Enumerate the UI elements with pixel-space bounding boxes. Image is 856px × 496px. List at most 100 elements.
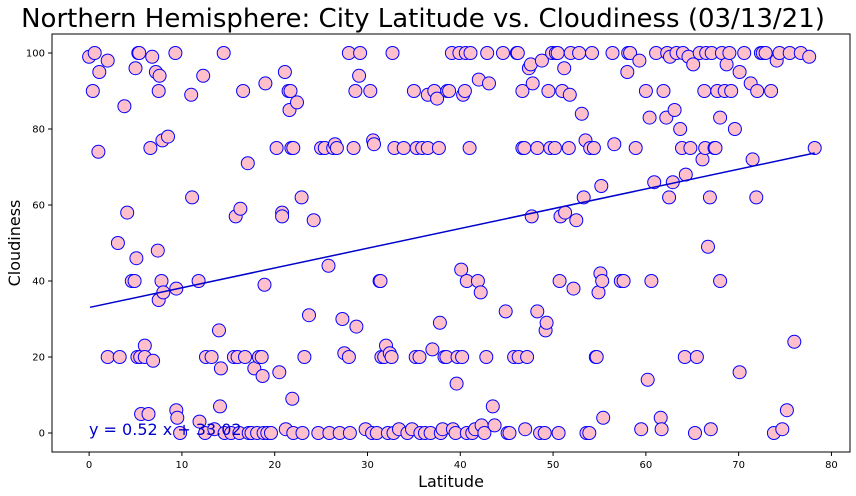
data-point <box>585 46 599 60</box>
data-point <box>173 426 188 440</box>
data-point <box>673 122 688 136</box>
data-point <box>724 84 739 98</box>
data-point <box>352 68 367 83</box>
x-tick-label: 40 <box>454 460 467 471</box>
data-point <box>168 46 183 60</box>
data-point <box>145 49 160 64</box>
data-point <box>449 376 464 391</box>
data-point <box>442 84 457 98</box>
y-tick-label: 40 <box>32 277 45 288</box>
data-point <box>758 46 773 60</box>
data-point <box>586 141 601 155</box>
data-point <box>470 274 485 288</box>
data-point <box>264 426 278 440</box>
data-point <box>463 46 478 60</box>
data-point <box>406 84 421 98</box>
data-point <box>683 141 698 155</box>
data-point <box>454 262 469 277</box>
data-point <box>341 350 356 364</box>
data-point <box>342 426 357 440</box>
data-point <box>727 122 742 136</box>
data-point <box>238 350 252 364</box>
data-point <box>92 65 107 79</box>
y-tick-label: 100 <box>26 49 45 60</box>
data-point <box>306 213 321 228</box>
data-point <box>100 350 115 364</box>
data-point <box>644 274 659 288</box>
data-point <box>297 350 312 364</box>
x-tick-label: 10 <box>176 460 189 471</box>
data-point <box>550 46 565 60</box>
data-point <box>286 141 301 155</box>
data-point <box>129 251 144 266</box>
data-point <box>348 84 363 98</box>
data-point <box>541 84 556 98</box>
data-point <box>525 76 540 91</box>
data-point <box>589 350 604 364</box>
data-point <box>566 281 581 296</box>
data-point <box>498 304 513 319</box>
data-point <box>647 175 662 190</box>
data-point <box>432 315 447 330</box>
data-point <box>551 426 566 440</box>
data-point <box>283 84 298 98</box>
data-point <box>112 350 127 364</box>
data-point <box>638 84 653 98</box>
data-point <box>385 46 400 60</box>
data-point <box>141 407 156 421</box>
data-point <box>576 190 591 205</box>
data-point <box>634 422 649 437</box>
data-point <box>302 308 316 323</box>
data-point <box>530 304 545 319</box>
plot-area <box>82 46 822 440</box>
data-point <box>530 141 545 155</box>
data-point <box>574 106 589 121</box>
data-point <box>384 350 399 364</box>
data-point <box>120 205 135 220</box>
data-point <box>713 110 728 125</box>
data-point <box>677 350 692 364</box>
data-point <box>85 84 100 98</box>
data-point <box>547 141 562 155</box>
data-point <box>640 372 655 387</box>
data-point <box>510 46 525 60</box>
data-point <box>520 350 535 364</box>
data-point <box>496 46 510 60</box>
data-point <box>396 141 411 155</box>
data-point <box>764 84 779 98</box>
regression-equation: y = 0.52 x + 33.02 <box>89 420 242 439</box>
data-point <box>272 365 287 380</box>
y-axis-label: Cloudiness <box>5 200 24 287</box>
data-point <box>150 243 165 258</box>
data-point <box>353 46 368 60</box>
data-point <box>595 274 610 288</box>
data-point <box>240 156 255 171</box>
data-point <box>161 129 175 144</box>
data-point <box>642 110 657 125</box>
data-point <box>254 350 269 364</box>
data-point <box>363 84 378 98</box>
data-point <box>412 350 427 364</box>
data-point <box>750 84 765 98</box>
data-point <box>482 76 496 91</box>
data-point <box>87 46 102 60</box>
x-tick-label: 0 <box>86 460 92 471</box>
data-point <box>128 61 143 76</box>
data-point <box>662 190 677 205</box>
data-point <box>196 68 211 83</box>
data-point <box>480 46 495 60</box>
data-point <box>184 87 199 102</box>
y-tick-label: 80 <box>32 125 45 136</box>
data-point <box>457 84 472 98</box>
x-tick-label: 20 <box>268 460 281 471</box>
data-point <box>143 141 158 155</box>
data-point <box>213 361 228 376</box>
data-point <box>628 141 643 155</box>
data-point <box>321 258 336 273</box>
data-point <box>534 53 549 68</box>
data-point <box>462 141 477 155</box>
data-point <box>257 277 272 292</box>
data-point <box>151 84 166 98</box>
y-tick-label: 0 <box>39 429 45 440</box>
